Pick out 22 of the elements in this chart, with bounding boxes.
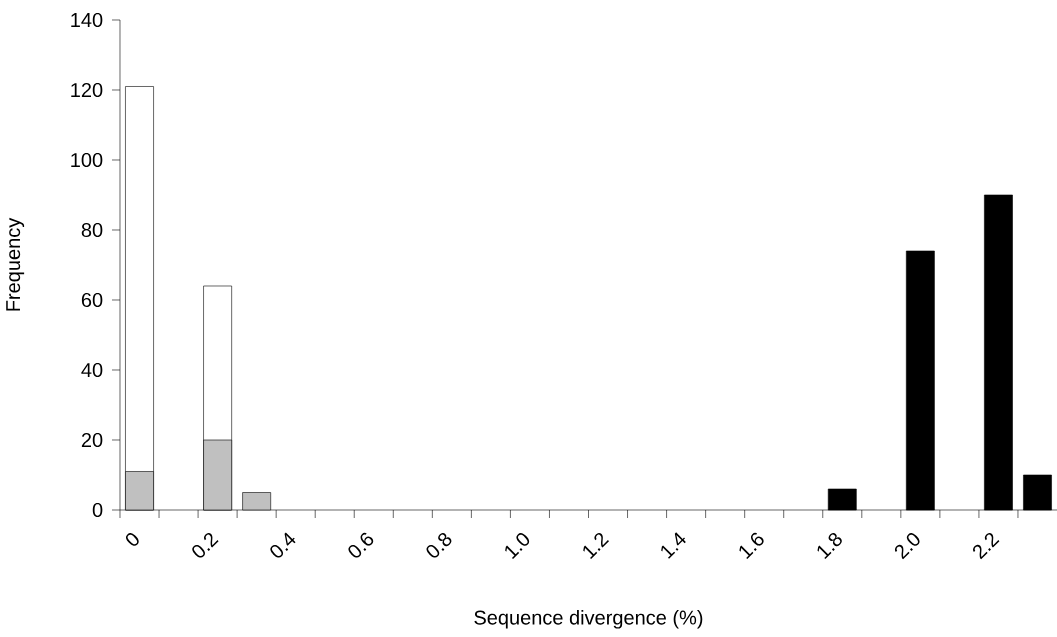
x-tick-label: 1.6 — [739, 532, 764, 559]
y-tick-label: 140 — [71, 12, 103, 28]
y-axis-title: Frequency — [6, 217, 25, 311]
x-tick-label: 0.4 — [270, 532, 296, 558]
x-tick-label: 1.4 — [661, 532, 686, 559]
x-tick-label: 0.6 — [348, 532, 374, 558]
y-tick-label: 20 — [81, 432, 103, 448]
y-tick-label: 120 — [71, 82, 103, 98]
y-tick-label: 100 — [71, 152, 103, 168]
y-tick-label: 0 — [92, 502, 103, 518]
x-tick-label: 2.0 — [894, 533, 920, 560]
x-axis-title: Sequence divergence (%) — [474, 609, 703, 629]
y-tick-label: 40 — [81, 362, 103, 378]
x-tick-label: 2.2 — [973, 532, 1000, 560]
x-tick-label: 0.2 — [192, 532, 219, 558]
x-tick-label: 1.0 — [505, 533, 530, 559]
y-tick-label: 60 — [81, 292, 103, 308]
x-tick-label: 0 — [125, 533, 139, 546]
y-tick-label: 80 — [81, 222, 103, 238]
x-tick-label: 1.8 — [817, 532, 842, 559]
x-tick-label: 0.8 — [426, 532, 452, 558]
x-tick-label: 1.2 — [583, 532, 609, 559]
